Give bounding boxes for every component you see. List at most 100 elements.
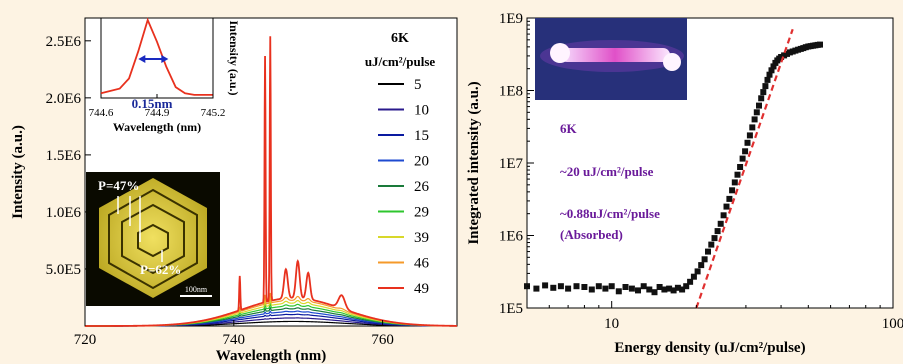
annotation-absorbed-threshold: ~0.88uJ/cm²/pulse <box>560 206 660 221</box>
legend-label-46: 46 <box>414 256 430 272</box>
threshold-y-axis-label: Integrated intensity (a.u.) <box>466 81 482 244</box>
threshold-data-point <box>557 283 564 290</box>
p47-label: P=47% <box>98 178 139 193</box>
threshold-data-point <box>602 285 609 292</box>
legend-label-39: 39 <box>414 230 429 246</box>
threshold-y-tick-label: 1E6 <box>499 229 524 245</box>
threshold-data-point <box>723 203 730 210</box>
threshold-data-point <box>708 241 715 248</box>
nanowire-body <box>560 48 670 62</box>
threshold-data-point <box>817 41 823 48</box>
threshold-data-point <box>742 148 749 155</box>
spectrum-y-tick-label: 1.0E6 <box>46 205 82 221</box>
threshold-data-point <box>753 109 760 116</box>
fwhm-arrowhead-left <box>138 55 146 63</box>
threshold-data-point <box>766 71 773 78</box>
legend-label-49: 49 <box>414 281 429 297</box>
linewidth-inset-x-tick-label: 744.9 <box>145 107 170 119</box>
hexagon-outer <box>99 178 207 298</box>
threshold-data-point <box>687 278 694 285</box>
threshold-x-tick-label: 100 <box>882 316 903 332</box>
end-emission-left <box>550 43 570 63</box>
threshold-data-point <box>581 284 588 290</box>
threshold-data-point <box>573 283 580 290</box>
threshold-data-point <box>656 284 663 290</box>
threshold-data-point <box>683 283 690 290</box>
threshold-data-points <box>524 41 823 296</box>
threshold-x-ticks: 10 100 <box>548 301 903 332</box>
threshold-y-ticks: 1E5 1E6 1E7 1E8 1E9 <box>499 11 534 317</box>
legend-label-15: 15 <box>414 128 429 144</box>
threshold-data-point <box>628 285 635 292</box>
threshold-data-point <box>734 171 741 178</box>
annotation-threshold: ~20 uJ/cm²/pulse <box>560 164 654 179</box>
threshold-data-point <box>694 268 701 275</box>
annotation-absorbed: (Absorbed) <box>560 227 623 242</box>
legend-title-unit: uJ/cm²/pulse <box>365 54 436 69</box>
threshold-fit-line <box>695 28 794 309</box>
threshold-data-point <box>744 139 751 146</box>
threshold-data-point <box>679 286 686 293</box>
spectrum-x-ticks: 720 740 760 <box>74 320 394 348</box>
threshold-x-tick-label: 10 <box>604 316 619 332</box>
legend-label-10: 10 <box>414 103 429 119</box>
threshold-data-point <box>542 282 549 289</box>
threshold-data-point <box>640 283 647 290</box>
threshold-data-point <box>670 287 677 294</box>
spectrum-y-tick-label: 2.5E6 <box>46 34 82 50</box>
threshold-data-point <box>764 76 771 83</box>
threshold-data-point <box>737 164 744 170</box>
threshold-data-point <box>768 67 775 74</box>
threshold-data-point <box>770 63 777 70</box>
threshold-data-point <box>666 285 673 292</box>
spectrum-curves <box>85 36 458 327</box>
scale-bar-label: 100nm <box>185 285 208 294</box>
legend-title-temperature: 6K <box>391 31 409 46</box>
threshold-data-point <box>739 155 746 162</box>
linewidth-curve <box>100 17 213 96</box>
threshold-data-point <box>690 273 697 280</box>
threshold-data-point <box>646 286 653 293</box>
threshold-data-point <box>749 124 756 131</box>
spectrum-y-axis-label: Intensity (a.u.) <box>10 125 26 219</box>
spectrum-y-ticks: 5.0E5 1.0E6 1.5E6 2.0E6 2.5E6 <box>46 34 91 278</box>
threshold-data-point <box>698 262 705 269</box>
hexagon-ring-3 <box>137 223 169 258</box>
linewidth-inset-curve <box>100 17 213 96</box>
threshold-data-point <box>726 195 733 202</box>
legend-label-20: 20 <box>414 154 429 170</box>
threshold-y-tick-label: 1E7 <box>499 156 524 172</box>
threshold-data-point <box>751 116 758 123</box>
spectrum-series-49 <box>85 36 457 327</box>
linewidth-label: 0.15nm <box>132 96 173 111</box>
threshold-y-tick-label: 1E5 <box>499 301 523 317</box>
threshold-data-point <box>550 284 557 291</box>
threshold-data-point <box>729 187 736 194</box>
spectrum-y-tick-label: 5.0E5 <box>46 262 81 278</box>
threshold-data-point <box>731 179 738 186</box>
threshold-data-point <box>746 132 753 139</box>
threshold-data-point <box>615 288 622 295</box>
lasing-threshold-chart: 1E5 1E6 1E7 1E8 1E9 10 100 Integrated intensi… <box>466 11 903 356</box>
threshold-x-axis-label: Energy density (uJ/cm²/pulse) <box>614 340 805 356</box>
nanowire-photo <box>535 18 687 100</box>
threshold-data-point <box>756 102 762 109</box>
linewidth-inset-y-axis-label: Intensity (a.u.) <box>227 20 241 95</box>
linewidth-inset-x-tick-label: 745.2 <box>201 107 226 119</box>
hexagon-ring-1 <box>108 188 198 290</box>
spectrum-x-tick-label: 720 <box>74 332 97 348</box>
annotation-temperature: 6K <box>560 121 578 136</box>
linewidth-inset-x-axis-label: Wavelength (nm) <box>113 120 201 134</box>
threshold-data-point <box>622 284 629 290</box>
linewidth-inset: 744.6 744.9 745.2 Wavelength (nm) Intensit… <box>89 17 241 134</box>
legend-label-5: 5 <box>414 77 422 93</box>
p62-label: P=62% <box>140 262 181 277</box>
threshold-data-point <box>714 228 721 235</box>
linewidth-inset-x-tick-label: 744.6 <box>89 107 114 119</box>
threshold-data-point <box>720 212 727 219</box>
threshold-data-point <box>717 220 724 227</box>
threshold-data-point <box>760 89 767 96</box>
spectrum-chart: 5.0E5 1.0E6 1.5E6 2.0E6 2.5E6 720 740 760 Inte… <box>10 17 458 364</box>
spectrum-x-tick-label: 760 <box>371 332 394 348</box>
spectrum-legend: 6K uJ/cm²/pulse 5 10 15 20 26 29 39 46 49 <box>365 31 436 297</box>
